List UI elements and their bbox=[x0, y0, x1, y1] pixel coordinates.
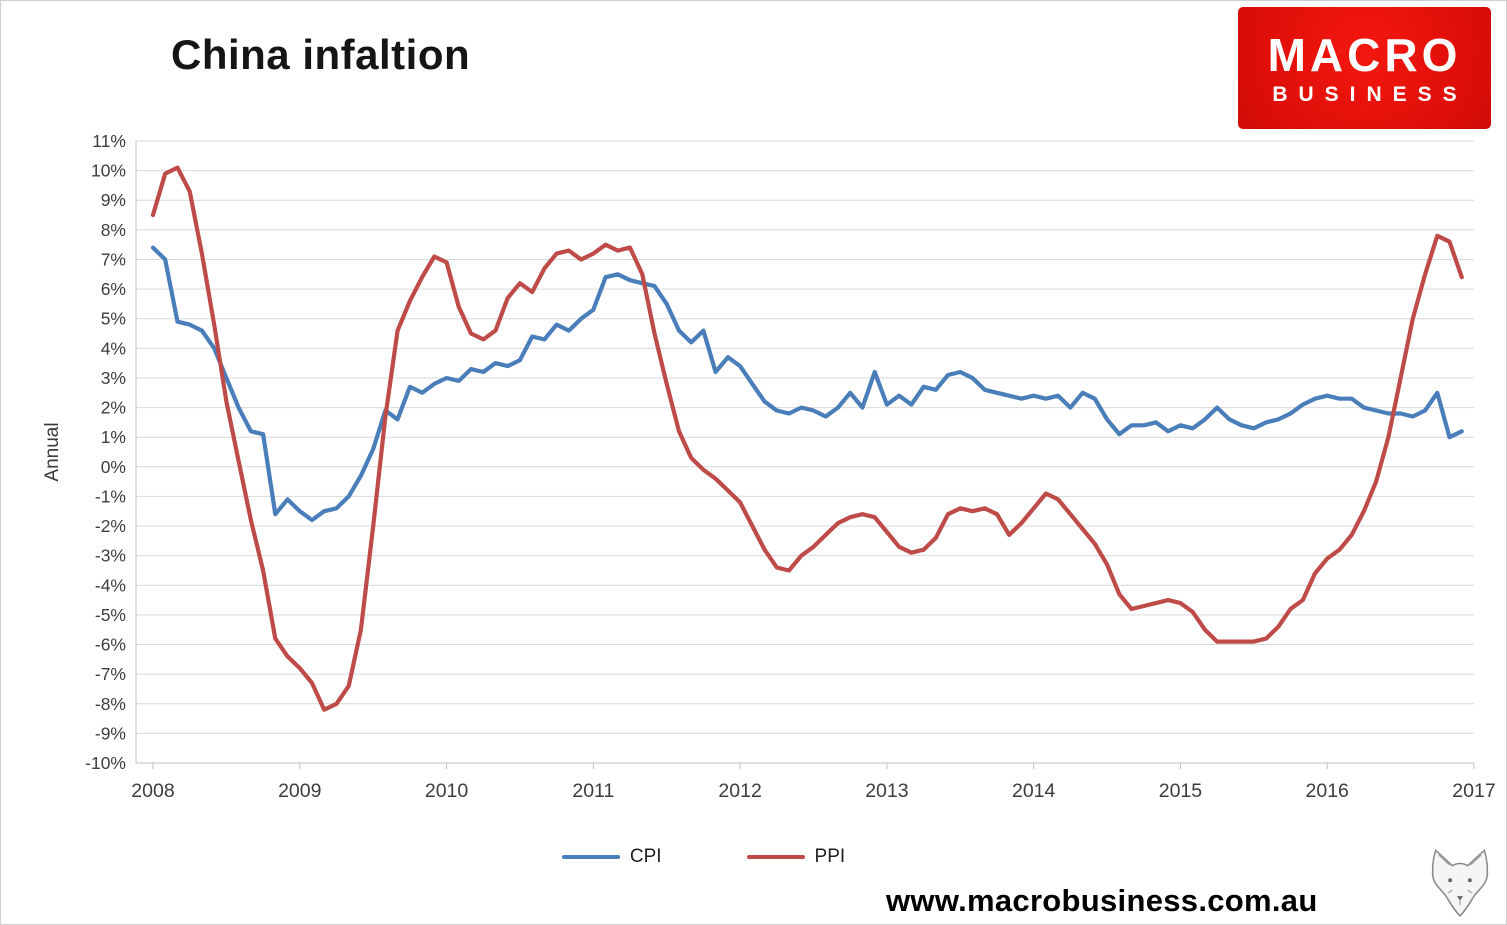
chart-legend: CPI PPI bbox=[1, 846, 1456, 868]
y-tick-label: 8% bbox=[101, 220, 126, 240]
x-tick-label: 2009 bbox=[278, 780, 321, 802]
x-tick-label: 2014 bbox=[1012, 780, 1056, 802]
cpi-line bbox=[150, 245, 1464, 523]
y-tick-label: -10% bbox=[85, 753, 126, 773]
y-tick-label: -6% bbox=[95, 635, 126, 655]
cpi-line-swatch bbox=[561, 855, 620, 859]
y-tick-label: 7% bbox=[101, 249, 126, 269]
y-tick-label: 5% bbox=[101, 309, 126, 329]
x-tick-label: 2017 bbox=[1452, 780, 1495, 802]
legend-item-cpi: CPI bbox=[561, 846, 662, 868]
x-tick-label: 2013 bbox=[865, 780, 908, 802]
y-tick-label: 3% bbox=[101, 368, 126, 388]
x-tick-label: 2012 bbox=[718, 780, 761, 802]
y-tick-label: 10% bbox=[91, 161, 126, 181]
legend-label-ppi: PPI bbox=[814, 846, 846, 867]
x-tick-label: 2016 bbox=[1306, 780, 1349, 802]
chart-title: China infaltion bbox=[171, 31, 471, 78]
legend-label-cpi: CPI bbox=[629, 846, 662, 867]
x-tick-label: 2015 bbox=[1159, 780, 1203, 802]
y-tick-label: 1% bbox=[101, 427, 126, 447]
y-tick-label: -3% bbox=[95, 546, 126, 566]
y-tick-label: -9% bbox=[95, 723, 126, 743]
y-axis-title: Annual bbox=[42, 422, 63, 482]
y-tick-label: -5% bbox=[95, 605, 126, 625]
x-tick-label: 2010 bbox=[425, 780, 469, 802]
y-tick-label: -8% bbox=[95, 694, 126, 714]
logo-text-macro: MACRO bbox=[1267, 28, 1462, 81]
fox-logo-icon bbox=[1431, 849, 1489, 917]
legend-item-ppi: PPI bbox=[746, 846, 846, 868]
ppi-line bbox=[150, 165, 1464, 712]
y-tick-label: 2% bbox=[101, 398, 126, 418]
y-tick-label: 4% bbox=[101, 338, 126, 358]
ppi-line-swatch bbox=[746, 855, 805, 859]
website-url: www.macrobusiness.com.au bbox=[886, 883, 1318, 918]
y-tick-label: -2% bbox=[95, 516, 126, 536]
y-tick-label: 9% bbox=[101, 190, 126, 210]
y-tick-label: -1% bbox=[95, 486, 126, 506]
logo-text-business: BUSINESS bbox=[1272, 82, 1468, 106]
y-tick-label: 0% bbox=[101, 457, 126, 477]
x-tick-label: 2008 bbox=[131, 780, 174, 802]
y-tick-label: 6% bbox=[101, 279, 126, 299]
x-tick-label: 2011 bbox=[572, 780, 614, 802]
y-tick-label: -4% bbox=[95, 575, 126, 595]
macrobusiness-logo: MACRO BUSINESS bbox=[1238, 7, 1491, 129]
y-tick-label: 11% bbox=[92, 131, 126, 151]
y-tick-label: -7% bbox=[95, 664, 126, 684]
